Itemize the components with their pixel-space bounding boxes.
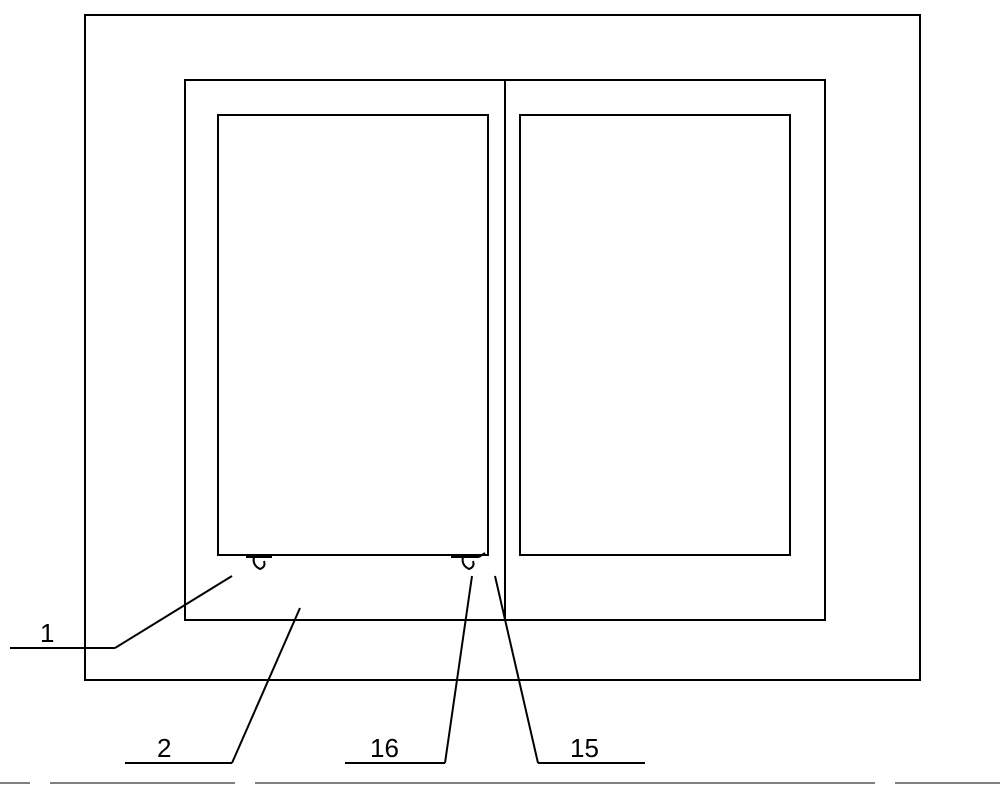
right-panel (520, 115, 790, 555)
diagram-container: 1 2 16 15 (0, 0, 1000, 787)
outer-frame (85, 15, 920, 680)
label-2-text: 2 (157, 733, 171, 763)
left-panel (218, 115, 488, 555)
label-15-text: 15 (570, 733, 599, 763)
technical-drawing-svg: 1 2 16 15 (0, 0, 1000, 787)
label-15-group: 15 (495, 576, 645, 763)
label-1-text: 1 (40, 618, 54, 648)
label-16-text: 16 (370, 733, 399, 763)
label-16-group: 16 (345, 576, 472, 763)
label-1-group: 1 (10, 576, 232, 648)
hook-left (246, 557, 272, 569)
label-2-group: 2 (125, 608, 300, 763)
